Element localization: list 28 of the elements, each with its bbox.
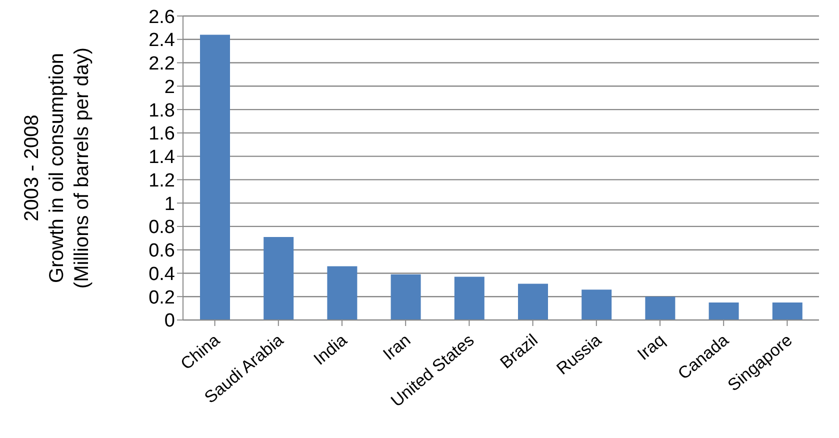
bar	[582, 290, 612, 320]
y-tick-label: 1	[164, 194, 175, 215]
y-tick-label: 2.4	[148, 30, 176, 52]
bar	[327, 266, 358, 320]
y-axis-title: 2003 - 2008 Growth in oil consumption (Millions of barrels per day)	[21, 47, 93, 289]
y-tick-label: 1.4	[148, 147, 176, 168]
bar	[390, 274, 421, 320]
y-tick-label: 0	[164, 310, 175, 332]
y-tick-label: 1.6	[148, 124, 175, 145]
y-tick-label: 2.2	[148, 54, 175, 75]
y-tick-label: 2.6	[148, 6, 175, 28]
bar	[518, 284, 548, 320]
x-tick-label: Iran	[380, 330, 414, 364]
y-tick-label: 2	[164, 76, 175, 98]
bar	[200, 34, 230, 320]
bar	[708, 302, 739, 320]
y-tick-label: 0.2	[148, 287, 175, 308]
bar	[264, 236, 294, 320]
bar	[454, 276, 484, 320]
y-tick-label: 1.2	[148, 170, 175, 192]
y-tick-label: 0.4	[148, 264, 176, 285]
y-tick-label: 0.6	[148, 240, 175, 262]
x-tick-label: India	[310, 330, 351, 369]
bar	[645, 296, 676, 320]
y-tick-label: 1.8	[148, 100, 175, 122]
bar	[772, 302, 802, 320]
x-tick-label: Iraq	[634, 330, 669, 364]
y-tick-label: 0.8	[148, 217, 175, 238]
